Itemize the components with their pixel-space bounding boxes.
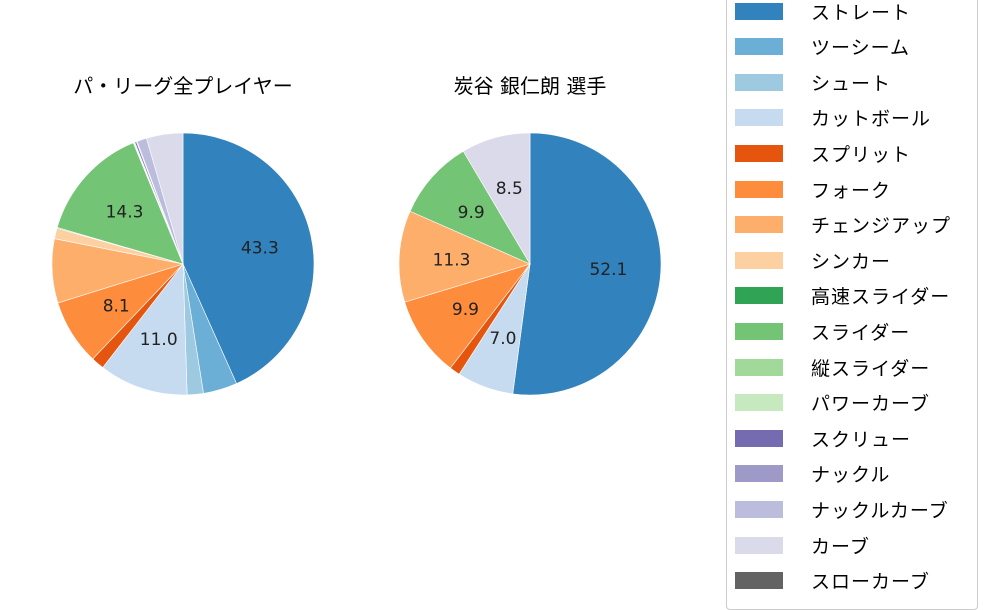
legend-item: ナックルカーブ (735, 497, 949, 522)
legend-item: ストレート (735, 0, 912, 24)
legend-item: スクリュー (735, 426, 912, 451)
legend-label: スクリュー (811, 428, 912, 451)
wedge-value-label: 11.3 (433, 250, 471, 270)
legend-item: パワーカーブ (735, 391, 930, 415)
legend-swatch (735, 144, 783, 162)
right-chart-title: 炭谷 銀仁朗 選手 (453, 74, 607, 98)
legend-swatch (735, 287, 783, 305)
legend-swatch (735, 38, 783, 56)
pie-wedge (56, 142, 184, 265)
legend-label: カットボール (811, 108, 932, 131)
legend-label: スプリット (811, 143, 912, 166)
pie-wedge (102, 263, 188, 396)
legend-item: ツーシーム (735, 35, 910, 59)
legend-item: カーブ (735, 533, 870, 558)
legend-item: スローカーブ (735, 569, 930, 593)
legend-label: ナックル (811, 464, 891, 487)
legend-swatch (735, 180, 783, 198)
wedge-value-label: 9.9 (452, 300, 479, 320)
legend-label: ツーシーム (811, 37, 911, 60)
legend-label: カーブ (811, 535, 870, 558)
legend-swatch (735, 216, 783, 234)
legend-swatch (735, 500, 783, 518)
legend-label: パワーカーブ (811, 393, 930, 416)
legend-label: スローカーブ (811, 571, 930, 594)
wedge-value-label: 7.0 (489, 329, 516, 349)
legend-item: 縦スライダー (735, 355, 931, 380)
pie-wedge (182, 132, 315, 384)
legend-swatch (735, 322, 783, 340)
legend-swatch (735, 358, 783, 376)
legend-item: チェンジアップ (735, 213, 951, 237)
pie-wedge (398, 210, 531, 303)
pie-wedge (146, 132, 184, 265)
legend-item: 高速スライダー (735, 284, 950, 308)
legend-item: シュート (735, 70, 892, 95)
legend-swatch (735, 429, 783, 447)
legend-item: スライダー (735, 319, 911, 344)
legend-item: フォーク (735, 177, 892, 202)
pie-wedge (409, 150, 531, 265)
legend-label: スライダー (811, 321, 911, 344)
wedge-value-label: 9.9 (458, 203, 485, 223)
legend-label: ナックルカーブ (811, 499, 949, 522)
legend-label: シュート (811, 72, 892, 95)
legend-item: シンカー (735, 248, 892, 273)
legend-item: カットボール (735, 106, 931, 130)
legend-item: ナックル (735, 462, 890, 486)
legend-item: スプリット (735, 141, 912, 166)
wedge-value-label: 52.1 (589, 260, 627, 280)
wedge-value-label: 8.5 (496, 179, 523, 199)
pie-wedge (512, 132, 662, 396)
legend-label: フォーク (811, 179, 892, 202)
pie-wedge (462, 132, 531, 266)
wedge-value-label: 8.1 (103, 296, 130, 316)
player-pie-chart: 52.1 7.0 9.9 11.3 9.9 8.5 (398, 132, 662, 396)
legend-swatch (735, 251, 783, 269)
legend-swatch (735, 109, 783, 127)
legend-swatch (735, 73, 783, 91)
wedge-value-label: 43.3 (241, 239, 279, 259)
wedge-value-label: 14.3 (106, 202, 144, 222)
pie-wedge (404, 263, 531, 369)
legend-label: 高速スライダー (811, 286, 951, 309)
legend-label: シンカー (811, 250, 892, 273)
legend-swatch (735, 2, 783, 20)
left-chart-title: パ・リーグ全プレイヤー (73, 74, 293, 98)
legend-swatch (735, 536, 783, 554)
legend-swatch (735, 465, 783, 483)
league-pie-chart: 43.3 11.0 8.1 14.3 (51, 132, 315, 396)
legend: ストレートツーシームシュートカットボール スプリットフォークチェンジアップ シンカー… (726, 0, 978, 610)
legend-swatch (735, 572, 783, 590)
legend-label: チェンジアップ (811, 215, 952, 238)
legend-swatch (735, 394, 783, 412)
legend-label: 縦スライダー (811, 357, 931, 380)
wedge-value-label: 11.0 (140, 330, 178, 350)
legend-label: ストレート (811, 1, 912, 24)
